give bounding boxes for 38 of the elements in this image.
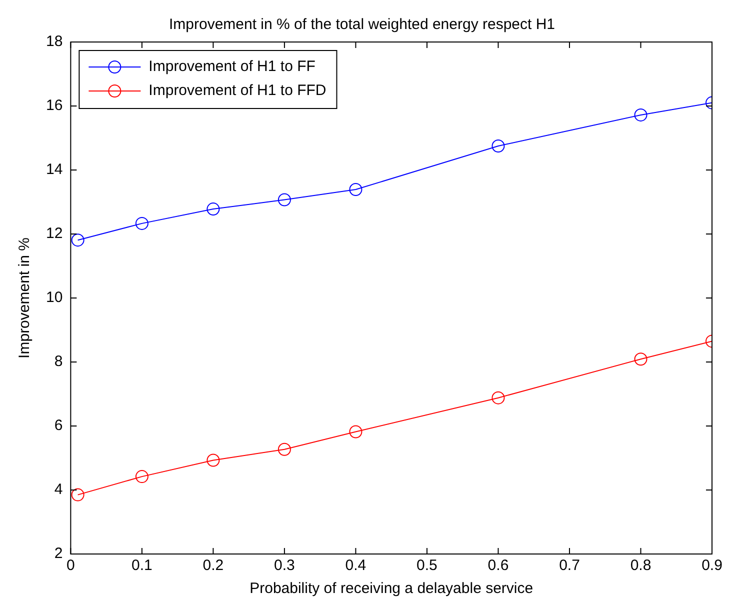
point <box>634 352 648 366</box>
y-tick-label: 6 <box>54 417 63 434</box>
point <box>492 140 505 152</box>
point <box>634 108 648 122</box>
point <box>278 442 291 456</box>
x-tick-label: 0.5 <box>416 557 438 574</box>
x-tick-label: 0.7 <box>559 557 580 574</box>
chart-title: Improvement in % of the total weighted energy respect H1 <box>168 16 556 34</box>
y-tick-label: 2 <box>54 545 63 562</box>
point <box>349 425 362 438</box>
point <box>71 488 84 502</box>
x-tick-label: 0.9 <box>702 557 722 574</box>
y-axis-title: Improvement in % <box>16 238 34 358</box>
point <box>206 454 220 467</box>
legend-label: Improvement of H1 to FF <box>148 58 316 76</box>
point <box>278 193 291 206</box>
point <box>135 216 148 230</box>
y-tick-label: 10 <box>46 289 63 306</box>
y-tick-label: 4 <box>54 481 63 498</box>
y-tick-label: 14 <box>46 161 63 178</box>
y-tick-label: 12 <box>46 225 63 242</box>
x-axis-title: Probability of receiving a delayable service <box>250 580 534 598</box>
legend-label: Improvement of H1 to FFD <box>148 82 326 100</box>
y-tick-label: 18 <box>46 33 63 50</box>
x-tick-label: 0.2 <box>202 557 224 574</box>
y-tick-label: 8 <box>54 353 63 370</box>
x-tick-label: 0.8 <box>630 557 652 574</box>
point <box>135 470 148 484</box>
y-tick-label: 16 <box>46 97 63 114</box>
x-tick-label: 0.3 <box>274 557 295 574</box>
x-tick-label: 0.6 <box>488 557 509 574</box>
x-tick-label: 0.4 <box>345 557 366 574</box>
x-tick-label: 0.1 <box>132 557 152 574</box>
point <box>71 234 84 247</box>
x-tick-label: 0 <box>66 557 75 574</box>
point <box>206 202 220 216</box>
point <box>492 391 505 404</box>
point <box>349 183 362 196</box>
